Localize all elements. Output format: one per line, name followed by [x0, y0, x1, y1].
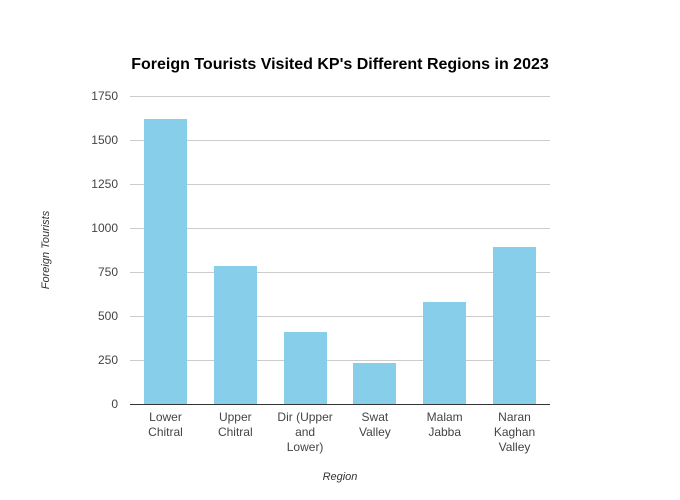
bar[interactable] — [213, 265, 257, 404]
gridline — [130, 272, 550, 273]
chart-title: Foreign Tourists Visited KP's Different … — [131, 56, 549, 73]
bar[interactable] — [283, 331, 327, 404]
y-tick-label: 1500 — [91, 133, 118, 147]
gridline — [130, 140, 550, 141]
y-tick-label: 1250 — [91, 177, 118, 191]
x-tick-label: Naran Kaghan Valley — [493, 410, 536, 454]
bar[interactable] — [493, 247, 536, 404]
y-tick-label: 500 — [97, 309, 118, 323]
bar[interactable] — [353, 362, 397, 404]
gridline — [130, 228, 550, 229]
x-tick-label: Swat Valley — [358, 410, 391, 439]
gridline — [130, 360, 550, 361]
bar[interactable] — [423, 301, 467, 404]
y-tick-label: 0 — [111, 397, 118, 411]
bar[interactable] — [144, 118, 187, 404]
x-axis-line — [130, 404, 550, 405]
x-tick-label: Dir (Upper and Lower) — [277, 410, 333, 454]
x-tick-label: Malam Jabba — [426, 410, 463, 439]
x-axis-title: Region — [322, 471, 358, 483]
gridline — [130, 96, 550, 97]
gridline — [130, 316, 550, 317]
x-tick-label: Lower Chitral — [148, 410, 183, 439]
plot-area — [130, 96, 550, 405]
y-tick-label: 1750 — [91, 89, 118, 103]
x-tick-label: Upper Chitral — [217, 410, 253, 439]
y-axis-title: Foreign Tourists — [40, 210, 52, 290]
y-tick-label: 750 — [97, 265, 118, 279]
gridline — [130, 184, 550, 185]
y-tick-label: 1000 — [91, 221, 118, 235]
y-tick-label: 250 — [97, 353, 118, 367]
